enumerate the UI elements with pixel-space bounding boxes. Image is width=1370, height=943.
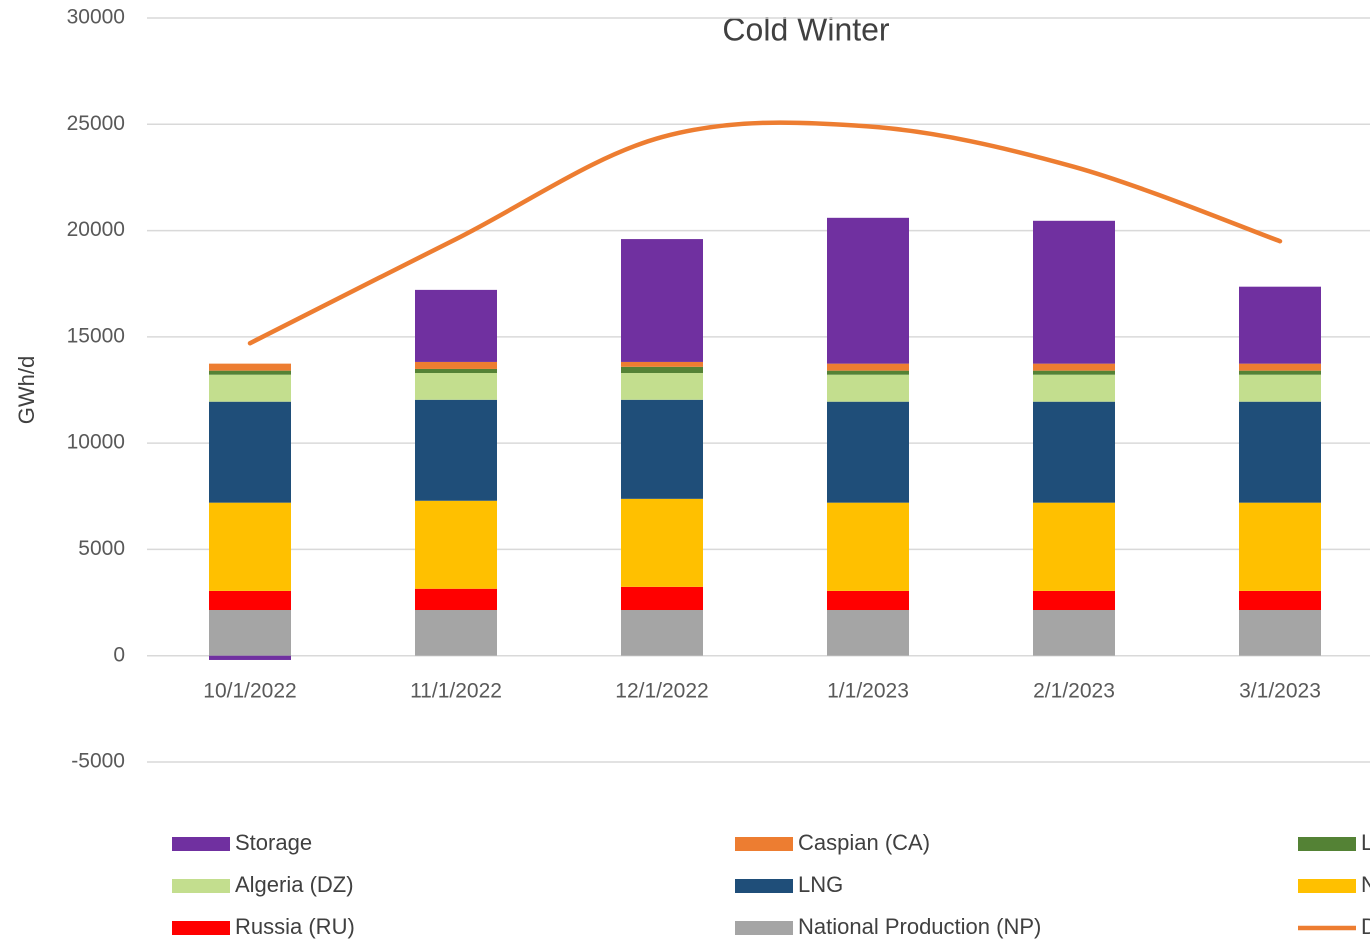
bar-segment bbox=[1239, 610, 1321, 656]
bar-segment bbox=[415, 372, 497, 400]
bar-segment bbox=[621, 366, 703, 373]
bar-segment bbox=[209, 655, 291, 660]
y-axis-label: GWh/d bbox=[14, 356, 39, 424]
bar-segment bbox=[1033, 610, 1115, 656]
bar-segment bbox=[1239, 363, 1321, 371]
bar-segment bbox=[621, 610, 703, 656]
bar-segment bbox=[621, 239, 703, 362]
legend-label: Russia (RU) bbox=[235, 914, 355, 939]
x-tick-label: 12/1/2022 bbox=[615, 680, 708, 703]
y-tick-label: 5000 bbox=[78, 537, 125, 560]
bar-segment bbox=[415, 289, 497, 362]
y-tick-label: 30000 bbox=[67, 6, 125, 29]
bar-segment bbox=[209, 590, 291, 611]
x-tick-label: 2/1/2023 bbox=[1033, 680, 1115, 703]
bar-segment bbox=[1033, 502, 1115, 591]
legend-swatch bbox=[172, 921, 230, 935]
bar-segment bbox=[415, 399, 497, 501]
legend-label: LNG bbox=[798, 872, 843, 897]
bar-segment bbox=[827, 590, 909, 611]
y-tick-label: 20000 bbox=[67, 218, 125, 241]
bar-segment bbox=[827, 401, 909, 503]
bar-segment bbox=[827, 610, 909, 656]
legend-label: N bbox=[1361, 872, 1370, 897]
legend-swatch bbox=[172, 837, 230, 851]
bar-segment bbox=[415, 610, 497, 656]
bar-segment bbox=[621, 498, 703, 587]
legend-label: L bbox=[1361, 830, 1370, 855]
legend-label: National Production (NP) bbox=[798, 914, 1041, 939]
y-tick-label: 10000 bbox=[67, 431, 125, 454]
legend-swatch bbox=[172, 879, 230, 893]
bar-segment bbox=[1239, 370, 1321, 375]
legend-label: Caspian (CA) bbox=[798, 830, 930, 855]
bar-segment bbox=[1033, 374, 1115, 402]
bar-segment bbox=[415, 368, 497, 373]
legend-label: Algeria (DZ) bbox=[235, 872, 354, 897]
bar-segment bbox=[1033, 590, 1115, 611]
x-tick-label: 10/1/2022 bbox=[203, 680, 296, 703]
bar-segment bbox=[1033, 370, 1115, 375]
bar-segment bbox=[621, 399, 703, 499]
bar-segment bbox=[209, 401, 291, 503]
legend-swatch bbox=[735, 921, 793, 935]
x-tick-label: 1/1/2023 bbox=[827, 680, 909, 703]
legend-swatch bbox=[1298, 879, 1356, 893]
bar-segment bbox=[827, 363, 909, 371]
x-tick-label: 3/1/2023 bbox=[1239, 680, 1321, 703]
line bbox=[247, 120, 1283, 346]
bar-segment bbox=[827, 217, 909, 364]
x-tick-label: 11/1/2022 bbox=[410, 680, 502, 703]
bar-segment bbox=[1239, 502, 1321, 591]
legend-swatch bbox=[1298, 837, 1356, 851]
bar-segment bbox=[827, 502, 909, 591]
bar-segment bbox=[209, 374, 291, 402]
bar-segment bbox=[1239, 401, 1321, 503]
bar-segment bbox=[1239, 590, 1321, 611]
y-tick-label: 15000 bbox=[67, 324, 125, 347]
bar-segment bbox=[209, 502, 291, 591]
y-tick-label: 0 bbox=[113, 643, 125, 666]
bar-segment bbox=[415, 588, 497, 611]
legend-swatch bbox=[735, 837, 793, 851]
legend-label: D bbox=[1361, 914, 1370, 939]
bar-segment bbox=[827, 374, 909, 402]
bar-segment bbox=[1239, 286, 1321, 364]
bar-segment bbox=[1239, 374, 1321, 402]
bar-segment bbox=[1033, 220, 1115, 364]
chart-title: Cold Winter bbox=[722, 11, 890, 47]
bar-segment bbox=[1033, 401, 1115, 503]
y-tick-label: 25000 bbox=[67, 112, 125, 135]
bar-segment bbox=[621, 372, 703, 400]
bar-segment bbox=[415, 500, 497, 589]
bar-segment bbox=[209, 363, 291, 371]
bar-segment bbox=[415, 361, 497, 369]
bar-segment bbox=[209, 610, 291, 656]
legend-label: Storage bbox=[235, 830, 312, 855]
bar-segment bbox=[621, 361, 703, 367]
bar-segment bbox=[209, 370, 291, 375]
bar-segment bbox=[827, 370, 909, 375]
y-tick-label: -5000 bbox=[71, 750, 125, 773]
bar-segment bbox=[1033, 363, 1115, 371]
bar-segment bbox=[621, 586, 703, 611]
legend-swatch bbox=[735, 879, 793, 893]
